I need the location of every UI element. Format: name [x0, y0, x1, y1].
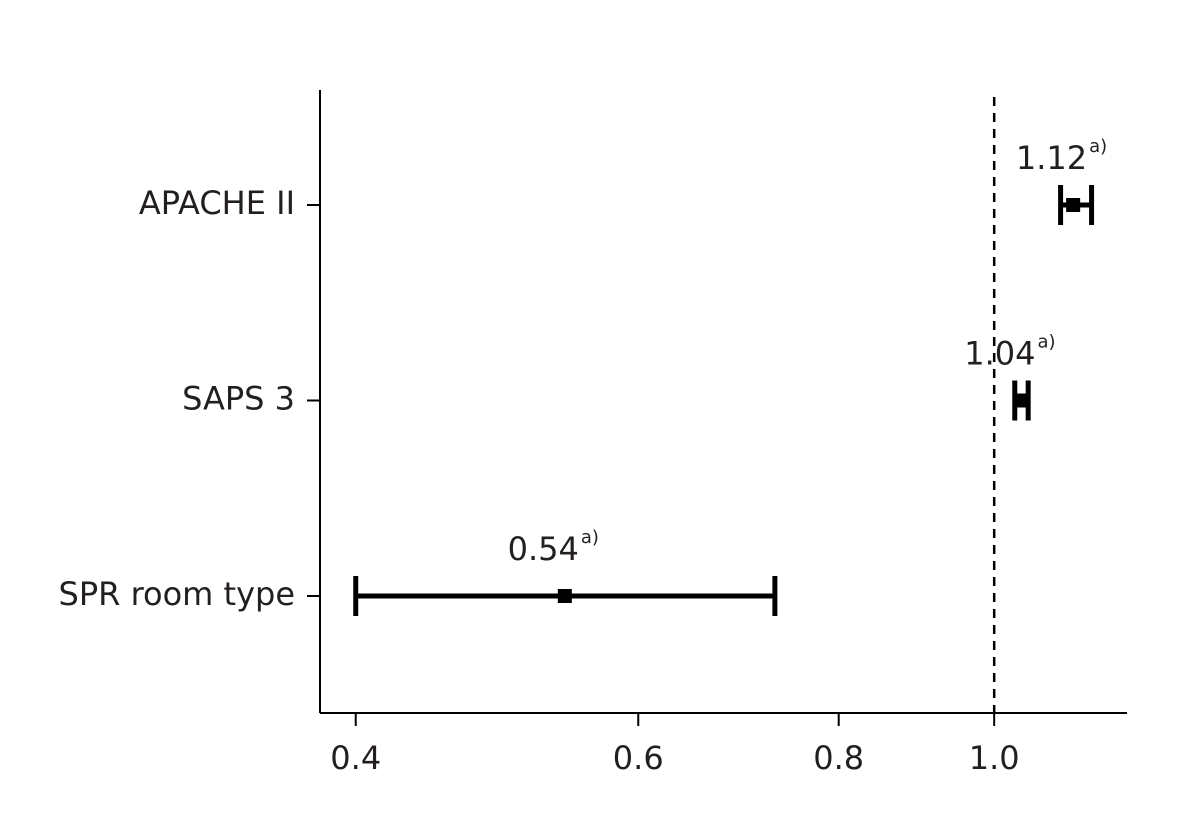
category-label: APACHE II — [139, 184, 295, 222]
value-label-superscript: a) — [1089, 136, 1107, 157]
value-label-superscript: a) — [581, 527, 599, 548]
x-tick-label: 0.8 — [813, 739, 864, 777]
value-label-number: 1.04 — [964, 335, 1035, 373]
value-label-superscript: a) — [1038, 332, 1056, 353]
value-label: 1.12 — [1016, 139, 1087, 177]
category-label: SPR room type — [59, 575, 295, 613]
point-estimate — [557, 589, 572, 603]
value-label: 0.54 — [508, 530, 579, 568]
x-tick-label: 0.4 — [330, 739, 381, 777]
value-label-number: 1.12 — [1016, 139, 1087, 177]
value-label-number: 0.54 — [508, 530, 579, 568]
x-tick-label: 1.0 — [969, 739, 1020, 777]
category-label: SAPS 3 — [182, 380, 295, 418]
x-tick-label: 0.6 — [613, 739, 664, 777]
point-estimate — [1066, 198, 1081, 212]
point-estimate — [1014, 393, 1029, 408]
value-label: 1.04 — [964, 335, 1035, 373]
